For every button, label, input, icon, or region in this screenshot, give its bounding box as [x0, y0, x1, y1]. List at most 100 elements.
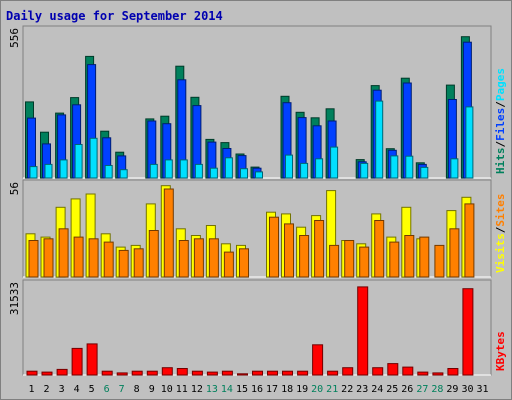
day-label-8: 8 — [134, 384, 140, 395]
bar-pages-day-14 — [224, 157, 233, 179]
bar-sites-day-4 — [73, 236, 84, 278]
bar-kbytes-day-22 — [342, 367, 354, 376]
bar-kbytes-day-16 — [252, 370, 263, 376]
bar-sites-day-30 — [464, 203, 475, 278]
legend-label-separator: / — [494, 226, 507, 233]
day-label-14: 14 — [221, 384, 233, 395]
day-label-29: 29 — [446, 384, 458, 395]
bar-kbytes-day-28 — [432, 372, 444, 376]
bar-pages-day-23 — [360, 162, 369, 179]
day-label-21: 21 — [326, 384, 338, 395]
bar-pages-day-21 — [330, 146, 339, 179]
day-label-7: 7 — [119, 384, 125, 395]
bar-sites-day-7 — [118, 249, 129, 278]
bar-kbytes-day-4 — [71, 347, 83, 376]
legend-label-hits: Hits — [494, 148, 507, 175]
bar-pages-day-6 — [104, 165, 113, 179]
ymax-label-pages-files-hits: 556 — [8, 28, 21, 48]
legend-label-pages: Pages — [494, 68, 507, 101]
bar-pages-day-15 — [240, 168, 248, 179]
day-label-24: 24 — [371, 384, 383, 395]
bar-sites-day-27 — [419, 236, 430, 278]
bar-kbytes-day-19 — [297, 370, 309, 376]
bar-pages-day-18 — [285, 154, 293, 179]
bar-sites-day-21 — [329, 244, 340, 278]
bar-kbytes-day-23 — [357, 286, 369, 376]
bar-pages-day-11 — [179, 159, 188, 179]
bar-pages-day-2 — [44, 163, 53, 179]
day-label-11: 11 — [176, 384, 188, 395]
bar-kbytes-day-9 — [146, 370, 158, 376]
bar-kbytes-day-26 — [402, 366, 414, 376]
bar-kbytes-day-2 — [41, 371, 53, 376]
series-legend-kbytes: KBytes — [494, 331, 507, 371]
day-label-15: 15 — [236, 384, 248, 395]
day-label-19: 19 — [296, 384, 308, 395]
day-label-31: 31 — [476, 384, 488, 395]
bar-pages-day-19 — [300, 162, 309, 179]
bar-pages-day-3 — [59, 159, 68, 179]
bar-kbytes-day-6 — [101, 370, 113, 376]
bar-sites-day-3 — [58, 228, 69, 278]
day-label-10: 10 — [161, 384, 173, 395]
bar-pages-day-13 — [209, 167, 218, 179]
bar-pages-day-30 — [465, 106, 474, 179]
bar-pages-day-5 — [89, 137, 98, 179]
bar-pages-day-9 — [149, 163, 158, 179]
legend-label-separator: / — [494, 141, 507, 148]
ymax-label-sites-visits: 56 — [8, 182, 21, 195]
bar-kbytes-day-20 — [312, 344, 324, 376]
bar-pages-day-20 — [315, 158, 324, 179]
day-label-12: 12 — [191, 384, 203, 395]
bar-sites-day-19 — [299, 235, 310, 278]
bar-kbytes-day-17 — [267, 370, 278, 376]
bar-sites-day-26 — [404, 235, 415, 278]
bar-pages-day-16 — [255, 171, 263, 179]
bar-sites-day-18 — [284, 223, 294, 278]
bar-sites-day-6 — [103, 241, 114, 278]
bar-sites-day-9 — [148, 230, 159, 278]
bar-kbytes-day-15 — [237, 373, 248, 376]
legend-label-sites: Sites — [494, 194, 507, 227]
bar-sites-day-1 — [28, 240, 39, 278]
bar-kbytes-day-10 — [161, 367, 173, 376]
day-label-26: 26 — [401, 384, 413, 395]
day-label-30: 30 — [461, 384, 473, 395]
bar-kbytes-day-7 — [116, 372, 128, 376]
day-label-13: 13 — [206, 384, 218, 395]
bar-kbytes-day-25 — [387, 363, 399, 376]
bar-sites-day-12 — [193, 238, 204, 278]
day-label-27: 27 — [416, 384, 428, 395]
bar-pages-day-4 — [74, 144, 83, 179]
bar-sites-day-11 — [178, 240, 189, 278]
day-label-28: 28 — [431, 384, 443, 395]
chart-title: Daily usage for September 2014 — [6, 9, 223, 23]
bar-kbytes-day-29 — [447, 368, 459, 376]
bar-kbytes-day-14 — [221, 370, 233, 376]
bar-kbytes-day-27 — [417, 371, 429, 376]
bar-kbytes-day-18 — [282, 370, 293, 376]
bar-pages-day-1 — [29, 166, 38, 179]
day-label-22: 22 — [341, 384, 353, 395]
bar-kbytes-day-3 — [56, 368, 68, 376]
bar-sites-day-13 — [208, 238, 219, 278]
day-label-1: 1 — [28, 384, 34, 395]
bar-kbytes-day-24 — [372, 367, 384, 376]
legend-label-separator: / — [494, 101, 507, 108]
series-legend-sites-visits: Visits/Sites — [494, 194, 507, 274]
day-label-3: 3 — [59, 384, 65, 395]
bar-kbytes-day-11 — [176, 368, 188, 376]
bar-kbytes-day-5 — [86, 343, 98, 376]
bar-sites-day-28 — [434, 244, 445, 278]
bar-pages-day-7 — [119, 169, 128, 179]
bar-pages-day-25 — [390, 155, 399, 179]
bar-sites-day-17 — [269, 216, 279, 278]
bar-kbytes-day-8 — [131, 370, 143, 376]
bar-sites-day-24 — [374, 220, 385, 278]
bar-pages-day-10 — [164, 159, 173, 179]
bar-sites-day-25 — [389, 241, 400, 278]
bar-sites-day-2 — [43, 238, 54, 278]
bar-sites-day-10 — [163, 188, 174, 278]
bar-pages-day-29 — [450, 158, 459, 179]
